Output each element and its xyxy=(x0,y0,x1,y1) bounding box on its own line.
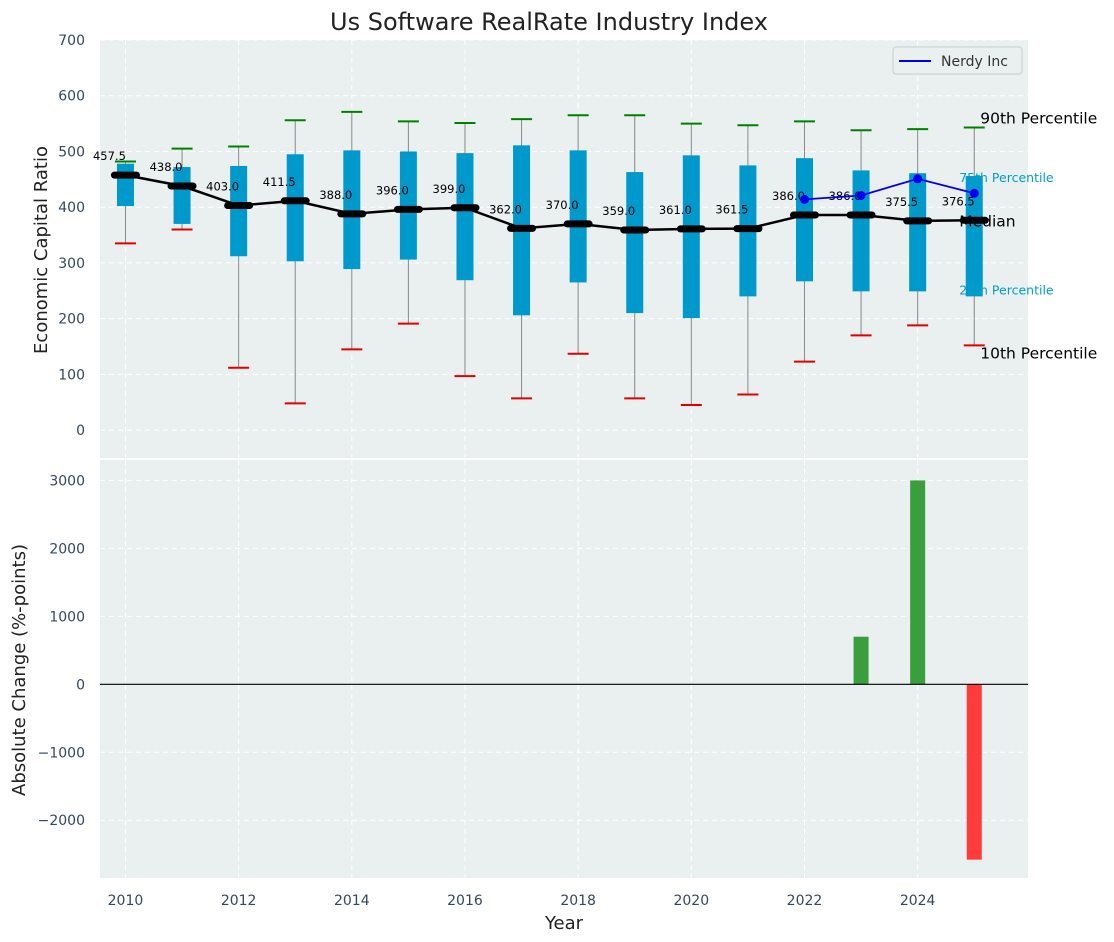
x-axis-label: Year xyxy=(544,913,584,934)
company-point xyxy=(913,174,923,184)
bottom-y-axis-label: Absolute Change (%-points) xyxy=(9,544,30,796)
x-tick-label: 2014 xyxy=(334,893,370,909)
bottom-y-tick-label: 2000 xyxy=(49,541,85,557)
x-tick-label: 2022 xyxy=(787,893,823,909)
company-series xyxy=(799,174,979,204)
x-tick-label: 2012 xyxy=(221,893,257,909)
bottom-y-tick-label: −1000 xyxy=(38,745,85,761)
annotation-p10: 10th Percentile xyxy=(980,344,1097,362)
legend: Nerdy Inc xyxy=(892,46,1023,75)
top-y-tick-label: 100 xyxy=(58,367,85,383)
x-tick-label: 2024 xyxy=(900,893,936,909)
iqr-box xyxy=(116,163,134,207)
median-data-label: 396.0 xyxy=(376,183,409,197)
median-data-label: 375.5 xyxy=(885,195,918,209)
iqr-box xyxy=(909,173,927,292)
top-y-tick-label: 600 xyxy=(58,89,85,105)
median-data-label: 376.5 xyxy=(942,194,975,208)
x-tick-label: 2016 xyxy=(447,893,483,909)
bottom-y-tick-labels: −2000 −1000 0 1000 2000 3000 xyxy=(38,473,85,829)
median-data-label: 359.0 xyxy=(602,204,635,218)
top-y-tick-label: 400 xyxy=(58,200,85,216)
chart-title: Us Software RealRate Industry Index xyxy=(330,8,768,36)
annotation-p90: 90th Percentile xyxy=(980,110,1097,128)
top-y-tick-label: 300 xyxy=(58,256,85,272)
top-y-tick-labels: 0 100 200 300 400 500 600 700 xyxy=(58,33,85,439)
company-point xyxy=(856,190,866,200)
iqr-box xyxy=(569,150,587,283)
top-plot-background xyxy=(100,40,1028,458)
iqr-box xyxy=(230,165,248,257)
legend-box xyxy=(892,46,1023,75)
iqr-box xyxy=(682,155,700,319)
median-data-label: 403.0 xyxy=(206,180,239,194)
annotation-p25: 25th Percentile xyxy=(959,282,1054,297)
change-bar xyxy=(966,684,982,860)
median-data-label: 361.5 xyxy=(715,203,748,217)
bottom-y-tick-label: 0 xyxy=(76,677,85,693)
change-bars xyxy=(853,480,982,860)
change-bar xyxy=(853,636,869,685)
company-point xyxy=(799,194,809,204)
top-y-axis-label: Economic Capital Ratio xyxy=(31,146,52,354)
median-series: 457.5 438.0 403.0 411.5 388.0 396.0 399.0 362.0… xyxy=(93,149,989,234)
top-plot-area: 0 100 200 300 400 500 600 700 457.5 438.0 403.0 41… xyxy=(31,33,1097,458)
annotation-p75: 75th Percentile xyxy=(959,170,1054,185)
iqr-box xyxy=(399,151,417,260)
iqr-box xyxy=(173,167,191,224)
median-data-label: 386.0 xyxy=(772,189,805,203)
iqr-box xyxy=(343,150,361,270)
company-point xyxy=(969,188,979,198)
top-y-tick-label: 0 xyxy=(76,423,85,439)
top-y-tick-label: 500 xyxy=(58,144,85,160)
median-data-label: 370.0 xyxy=(546,198,579,212)
x-tick-label: 2020 xyxy=(673,893,709,909)
annotation-median: Median xyxy=(959,212,1015,230)
iqr-box xyxy=(626,172,644,314)
bottom-plot-area: −2000 −1000 0 1000 2000 3000 2010 2012 2014 2016… xyxy=(9,460,1028,934)
x-tick-labels: 2010 2012 2014 2016 2018 2020 2022 2024 xyxy=(108,893,936,909)
iqr-box xyxy=(456,153,474,281)
median-data-label: 388.0 xyxy=(319,188,352,202)
median-data-label: 457.5 xyxy=(93,149,126,163)
median-data-label: 399.0 xyxy=(433,182,466,196)
percentile-annotations: 90th Percentile 75th Percentile Median 25th… xyxy=(959,110,1097,363)
iqr-box xyxy=(795,158,813,282)
bottom-y-tick-label: −2000 xyxy=(38,813,85,829)
iqr-box xyxy=(965,175,983,297)
median-data-label: 411.5 xyxy=(263,175,296,189)
top-y-tick-label: 200 xyxy=(58,312,85,328)
bottom-y-tick-label: 1000 xyxy=(49,609,85,625)
median-line xyxy=(125,173,975,232)
x-tick-label: 2018 xyxy=(560,893,596,909)
company-line xyxy=(804,177,975,201)
median-data-label: 438.0 xyxy=(150,160,183,174)
iqr-box xyxy=(852,170,870,292)
iqr-box xyxy=(286,154,304,262)
bottom-plot-background xyxy=(100,460,1028,878)
bottom-y-tick-label: 3000 xyxy=(49,473,85,489)
median-data-label: 362.0 xyxy=(489,202,522,216)
change-bar xyxy=(910,480,926,685)
median-data-label: 361.0 xyxy=(659,203,692,217)
legend-label-nerdy-inc: Nerdy Inc xyxy=(941,54,1008,70)
x-tick-label: 2010 xyxy=(108,893,144,909)
top-y-tick-label: 700 xyxy=(58,33,85,49)
